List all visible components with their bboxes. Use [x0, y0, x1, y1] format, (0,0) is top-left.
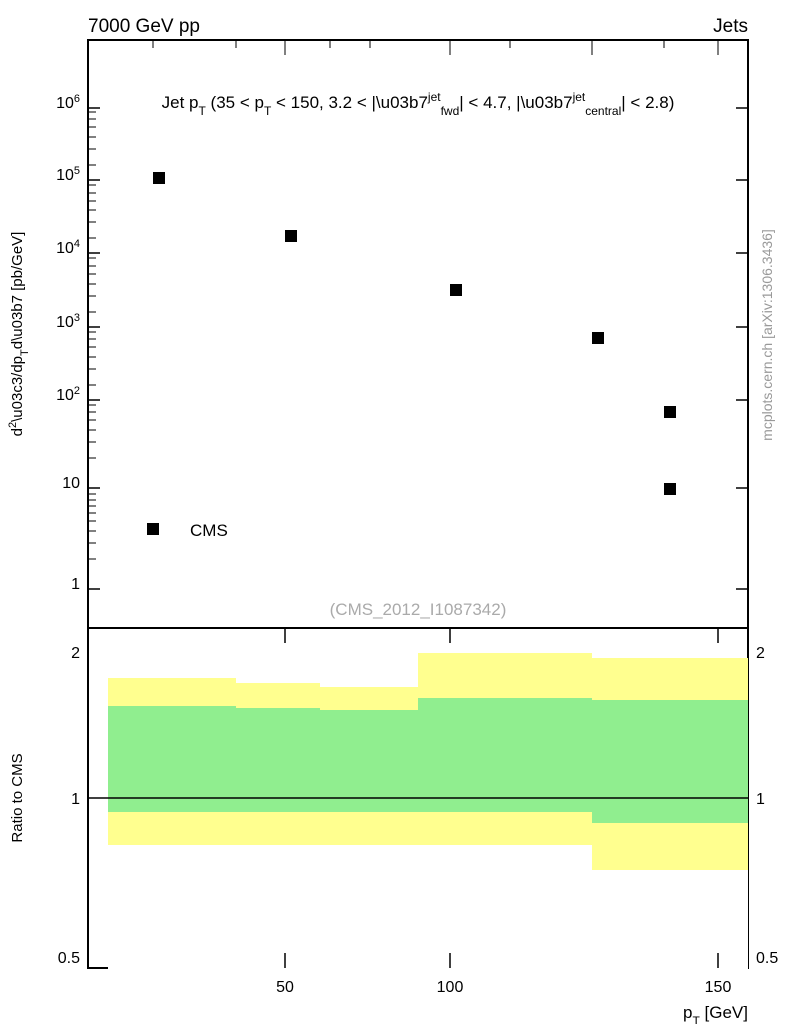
side-reference-label: mcplots.cern.ch [arXiv:1306.3436] — [759, 229, 775, 441]
svg-text:106: 106 — [56, 93, 80, 112]
svg-text:103: 103 — [56, 312, 80, 331]
svg-text:104: 104 — [56, 238, 80, 257]
legend-label: CMS — [190, 521, 228, 540]
svg-text:50: 50 — [276, 979, 294, 996]
data-point-6[interactable] — [664, 483, 676, 495]
svg-text:1: 1 — [71, 576, 80, 593]
top-left-label: 7000 GeV pp — [88, 16, 200, 37]
svg-text:2: 2 — [71, 645, 80, 662]
top-right-label: Jets — [713, 16, 748, 37]
svg-text:2: 2 — [756, 645, 765, 662]
main-y-tick-labels: 1 10 102 103 104 105 106 — [56, 93, 80, 593]
data-point-3[interactable] — [450, 284, 462, 296]
main-x-top-ticks — [153, 40, 718, 55]
watermark-label: (CMS_2012_I1087342) — [330, 600, 507, 619]
chart-container: 7000 GeV pp Jets Jet pT (35 < pT < 150, … — [0, 0, 786, 1024]
legend-marker[interactable] — [147, 523, 159, 535]
ratio-y-axis-label: Ratio to CMS — [9, 753, 26, 842]
main-y-minor-ticks — [88, 112, 96, 559]
svg-text:102: 102 — [56, 385, 80, 404]
data-point-5[interactable] — [664, 406, 676, 418]
green-band-fill — [108, 733, 748, 799]
svg-text:1: 1 — [71, 791, 80, 808]
main-data-series[interactable] — [153, 172, 676, 495]
jet-selection-annotation: Jet pT (35 < pT < 150, 3.2 < |\u03b7jetf… — [162, 90, 675, 118]
svg-text:105: 105 — [56, 165, 80, 184]
data-point-4[interactable] — [592, 332, 604, 344]
svg-text:0.5: 0.5 — [58, 950, 80, 967]
data-point-1[interactable] — [153, 172, 165, 184]
main-plot-frame — [88, 40, 748, 628]
ratio-uncertainty-bands — [108, 653, 748, 1010]
main-y-major-ticks — [88, 108, 748, 589]
svg-text:10: 10 — [62, 475, 80, 492]
svg-text:0.5: 0.5 — [756, 950, 778, 967]
main-y-axis-label: d2\u03c3/dpTd\u03b7 [pb/GeV] — [7, 232, 31, 437]
svg-text:1: 1 — [756, 791, 765, 808]
full-chart-svg: 7000 GeV pp Jets Jet pT (35 < pT < 150, … — [0, 0, 786, 1024]
svg-text:100: 100 — [437, 979, 464, 996]
svg-text:150: 150 — [705, 979, 732, 996]
data-point-2[interactable] — [285, 230, 297, 242]
